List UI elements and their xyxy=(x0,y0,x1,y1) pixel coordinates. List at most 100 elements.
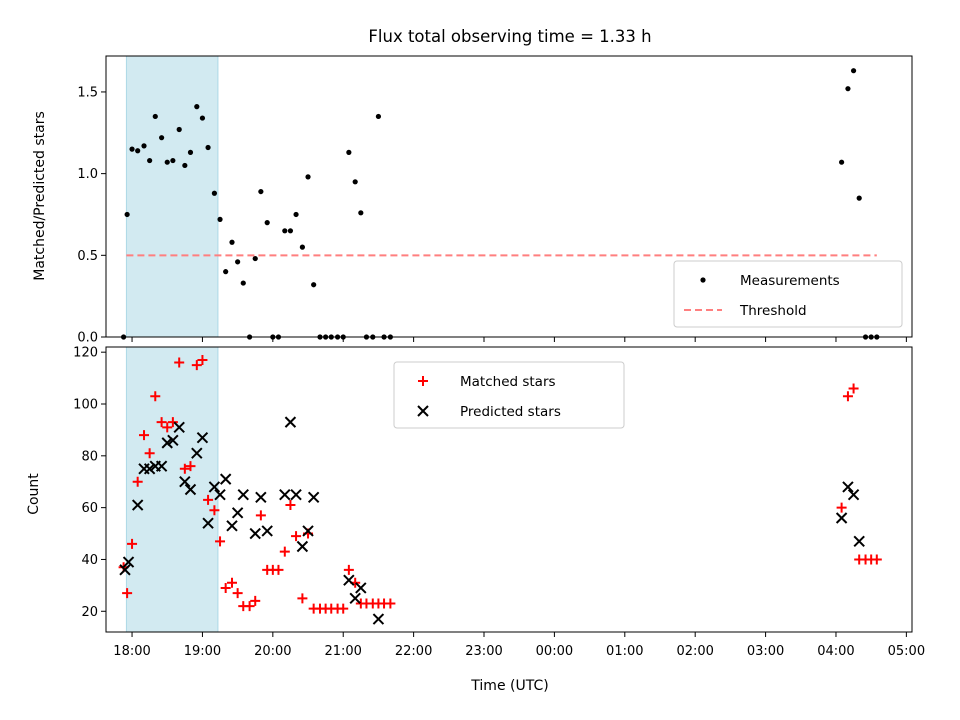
measurement-point xyxy=(176,126,182,133)
count-panel: Count Time (UTC) 20 40 60 80 100 120 18:00 19:0… xyxy=(26,346,925,694)
matched-star-point xyxy=(255,510,266,521)
matched-star-point xyxy=(842,391,853,402)
shaded-span-rect xyxy=(125,55,219,338)
bottom-shaded-span xyxy=(125,346,219,633)
matched-star-point xyxy=(215,536,226,547)
predicted-star-point xyxy=(231,507,244,519)
measurement-point xyxy=(287,228,294,234)
predicted-star-point xyxy=(191,447,203,459)
matched-star-point xyxy=(179,463,190,474)
predicted-star-point xyxy=(349,592,361,605)
matched-star-point xyxy=(836,502,847,513)
predicted-star-point xyxy=(184,483,197,496)
ratio-panel: Flux total observing time = 1.33 h Match… xyxy=(32,27,913,346)
predicted-star-point xyxy=(208,481,221,493)
measurement-point xyxy=(868,334,874,340)
x-tick-label: 04:00 xyxy=(817,644,854,659)
top-shaded-span xyxy=(125,55,219,338)
predicted-star-point xyxy=(835,512,848,524)
predicted-star-point xyxy=(173,421,185,434)
x-tick-label: 03:00 xyxy=(747,644,784,659)
measurement-point xyxy=(258,188,264,195)
matched-star-point xyxy=(220,582,231,593)
matched-star-point xyxy=(197,354,208,365)
measurement-point xyxy=(164,159,170,165)
predicted-star-point xyxy=(237,488,249,501)
x-tick-label: 01:00 xyxy=(606,644,643,659)
x-tick-label: 23:00 xyxy=(465,644,502,659)
measurement-point xyxy=(282,228,288,234)
top-axes: 0.0 0.5 1.0 1.5 xyxy=(77,55,913,346)
matched-star-point xyxy=(167,417,178,428)
matched-star-point xyxy=(343,564,354,575)
predicted-star-point xyxy=(226,520,238,532)
chart-title: Flux total observing time = 1.33 h xyxy=(368,27,651,46)
measurement-point xyxy=(129,146,135,152)
y-tick-label: 20 xyxy=(81,605,98,620)
legend-label: Threshold xyxy=(739,303,807,319)
measurement-point xyxy=(299,244,305,250)
matched-star-point xyxy=(871,554,882,565)
measurement-point xyxy=(346,149,352,155)
x-tick-label: 19:00 xyxy=(184,644,221,659)
shaded-span-rect xyxy=(125,346,219,633)
measurement-point xyxy=(874,334,880,340)
measurement-point xyxy=(199,115,206,121)
matched-star-point xyxy=(174,357,185,368)
measurement-point xyxy=(358,210,364,216)
measurement-point xyxy=(217,216,223,222)
measurement-point xyxy=(135,148,141,154)
matched-star-point xyxy=(227,577,238,588)
measurement-point xyxy=(323,334,329,340)
measurement-point xyxy=(311,282,317,288)
measurement-point xyxy=(147,157,153,164)
predicted-star-point xyxy=(249,527,261,540)
measurement-point xyxy=(381,334,387,340)
matched-star-point xyxy=(273,564,284,575)
predicted-star-point xyxy=(179,476,191,488)
predicted-star-point xyxy=(255,491,267,503)
matched-star-point xyxy=(203,494,214,505)
measurement-point xyxy=(363,334,370,340)
top-plot-marks xyxy=(120,68,880,340)
predicted-star-point xyxy=(372,613,385,625)
measurement-point xyxy=(352,179,358,185)
predicted-star-point xyxy=(161,437,173,449)
predicted-star-point xyxy=(155,460,168,472)
top-y-axis-label: Matched/Predicted stars xyxy=(32,111,48,281)
y-tick-label: 60 xyxy=(81,501,98,516)
predicted-star-point xyxy=(119,564,131,576)
y-tick-label: 80 xyxy=(81,449,98,464)
matched-star-point xyxy=(291,531,302,542)
y-tick-label: 1.5 xyxy=(77,85,98,100)
predicted-star-point xyxy=(202,517,214,529)
legend-label: Measurements xyxy=(740,273,840,289)
matched-star-point xyxy=(150,391,161,402)
predicted-star-point xyxy=(167,434,179,446)
measurement-point xyxy=(317,334,323,340)
measurement-point xyxy=(124,211,130,218)
predicted-star-point xyxy=(853,535,865,548)
predicted-star-point xyxy=(284,416,297,428)
measurement-point xyxy=(850,68,857,74)
legend-box xyxy=(673,260,903,328)
x-tick-label: 18:00 xyxy=(113,644,150,659)
measurement-point xyxy=(375,113,382,120)
matched-star-point xyxy=(139,430,150,441)
measurement-point xyxy=(862,334,869,340)
measurement-point xyxy=(252,255,258,262)
axes-frame xyxy=(105,346,913,633)
predicted-star-point xyxy=(296,540,309,553)
measurement-point xyxy=(340,334,346,340)
measurement-point xyxy=(247,334,253,340)
x-tick-label: 02:00 xyxy=(676,644,713,659)
predicted-star-point xyxy=(261,525,273,537)
matched-star-point xyxy=(132,476,143,487)
matched-star-point xyxy=(385,598,396,609)
legend-label: Predicted stars xyxy=(460,404,561,420)
predicted-star-point xyxy=(302,525,314,537)
measurement-point xyxy=(334,334,341,340)
measurement-point xyxy=(856,195,862,201)
measurement-point xyxy=(229,239,235,245)
